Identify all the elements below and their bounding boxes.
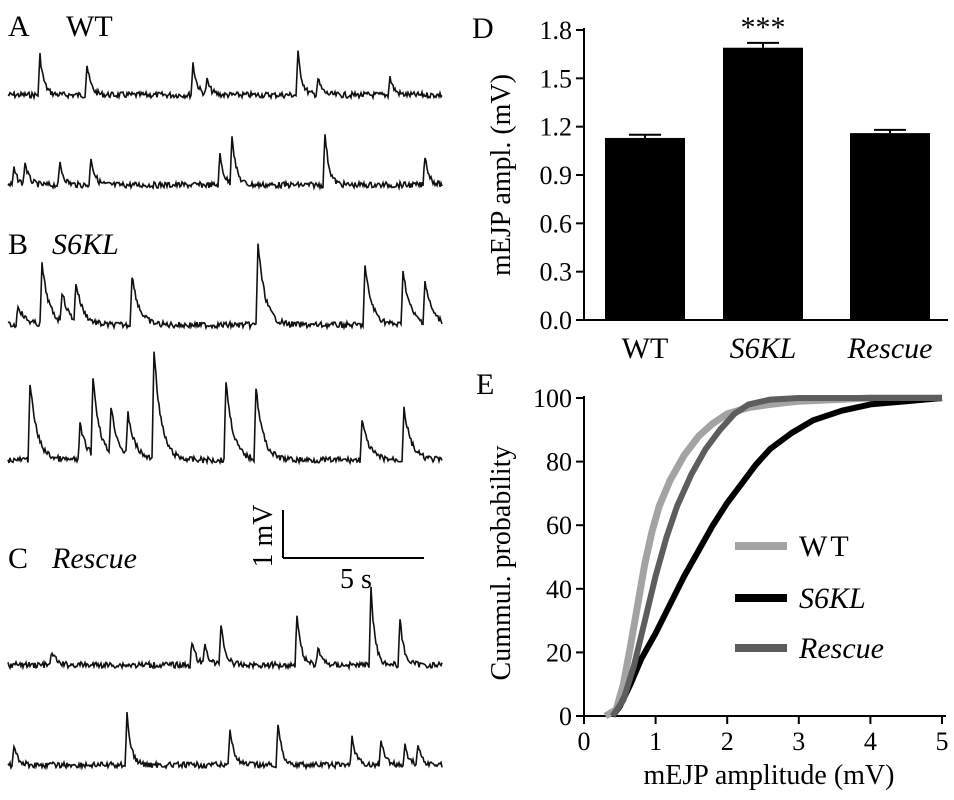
e-legend-label-wt: WT xyxy=(799,530,852,563)
panel-a-label: WT xyxy=(66,10,113,43)
d-bar-rescue xyxy=(850,133,930,320)
d-x-tick-label: S6KL xyxy=(730,332,797,365)
trace-s6kl-2 xyxy=(7,351,443,466)
d-y-tick-label: 1.5 xyxy=(540,64,573,93)
e-x-axis-label: mEJP amplitude (mV) xyxy=(644,760,895,791)
e-y-tick-label: 40 xyxy=(546,575,572,604)
e-series-rescue xyxy=(610,395,942,718)
d-y-tick-label: 0.3 xyxy=(540,258,573,287)
e-y-axis-label: Cummul. probability xyxy=(486,446,517,681)
d-x-tick-label: Rescue xyxy=(847,332,933,365)
panel-a-letter: A xyxy=(8,10,30,43)
d-bar-wt xyxy=(605,137,685,320)
d-x-tick-label: WT xyxy=(622,332,669,365)
scale-bar-vertical-label: 1 mV xyxy=(248,505,279,568)
e-y-tick-label: 20 xyxy=(546,638,572,667)
d-y-tick-label: 0.9 xyxy=(540,161,573,190)
panel-d-letter: D xyxy=(472,12,494,45)
traces-group xyxy=(7,50,443,771)
e-x-tick-label: 4 xyxy=(864,727,877,756)
trace-wt-1 xyxy=(7,50,443,101)
panel-b-letter: B xyxy=(8,228,28,261)
scale-bar-horizontal-label: 5 s xyxy=(340,564,372,595)
d-y-tick-label: 1.2 xyxy=(540,113,573,142)
trace-rescue-1 xyxy=(7,586,443,671)
e-legend-label-s6kl: S6KL xyxy=(799,582,866,615)
panel-e-letter: E xyxy=(476,368,494,401)
d-significance-marker: *** xyxy=(741,11,786,44)
bar-chart-panel-d: 0.0 0.3 0.6 0.9 1.2 1.5 1.8 mEJP ampl. (mV) WT S6… xyxy=(486,11,948,365)
panel-c-letter: C xyxy=(8,542,28,575)
d-y-tick-label: 1.8 xyxy=(540,16,573,45)
e-x-tick-label: 3 xyxy=(792,727,805,756)
scale-bar: 1 mV 5 s xyxy=(248,505,424,595)
e-x-tick-label: 1 xyxy=(649,727,662,756)
e-legend-label-rescue: Rescue xyxy=(798,632,884,665)
d-y-axis-label: mEJP ampl. (mV) xyxy=(486,74,517,276)
e-y-tick-label: 100 xyxy=(533,384,572,413)
trace-wt-2 xyxy=(7,134,443,192)
e-y-tick-label: 0 xyxy=(559,702,572,731)
e-y-tick-label: 60 xyxy=(546,511,572,540)
panel-b-label: S6KL xyxy=(52,228,119,261)
e-y-tick-label: 80 xyxy=(546,448,572,477)
e-x-tick-label: 2 xyxy=(721,727,734,756)
trace-rescue-2 xyxy=(7,712,443,771)
e-series-wt xyxy=(603,394,942,720)
d-y-tick-label: 0.0 xyxy=(540,306,573,335)
e-series-s6kl xyxy=(610,395,943,718)
e-x-tick-label: 5 xyxy=(936,727,949,756)
e-x-tick-label: 0 xyxy=(578,727,591,756)
trace-s6kl-1 xyxy=(7,243,443,332)
d-y-tick-label: 0.6 xyxy=(540,209,573,238)
panel-c-label: Rescue xyxy=(51,542,137,575)
cumulative-chart-panel-e: 0 20 40 60 80 100 0 1 2 3 4 5 mEJP amplitude (mV) Cum… xyxy=(486,384,949,791)
d-bar-s6kl xyxy=(723,47,803,320)
